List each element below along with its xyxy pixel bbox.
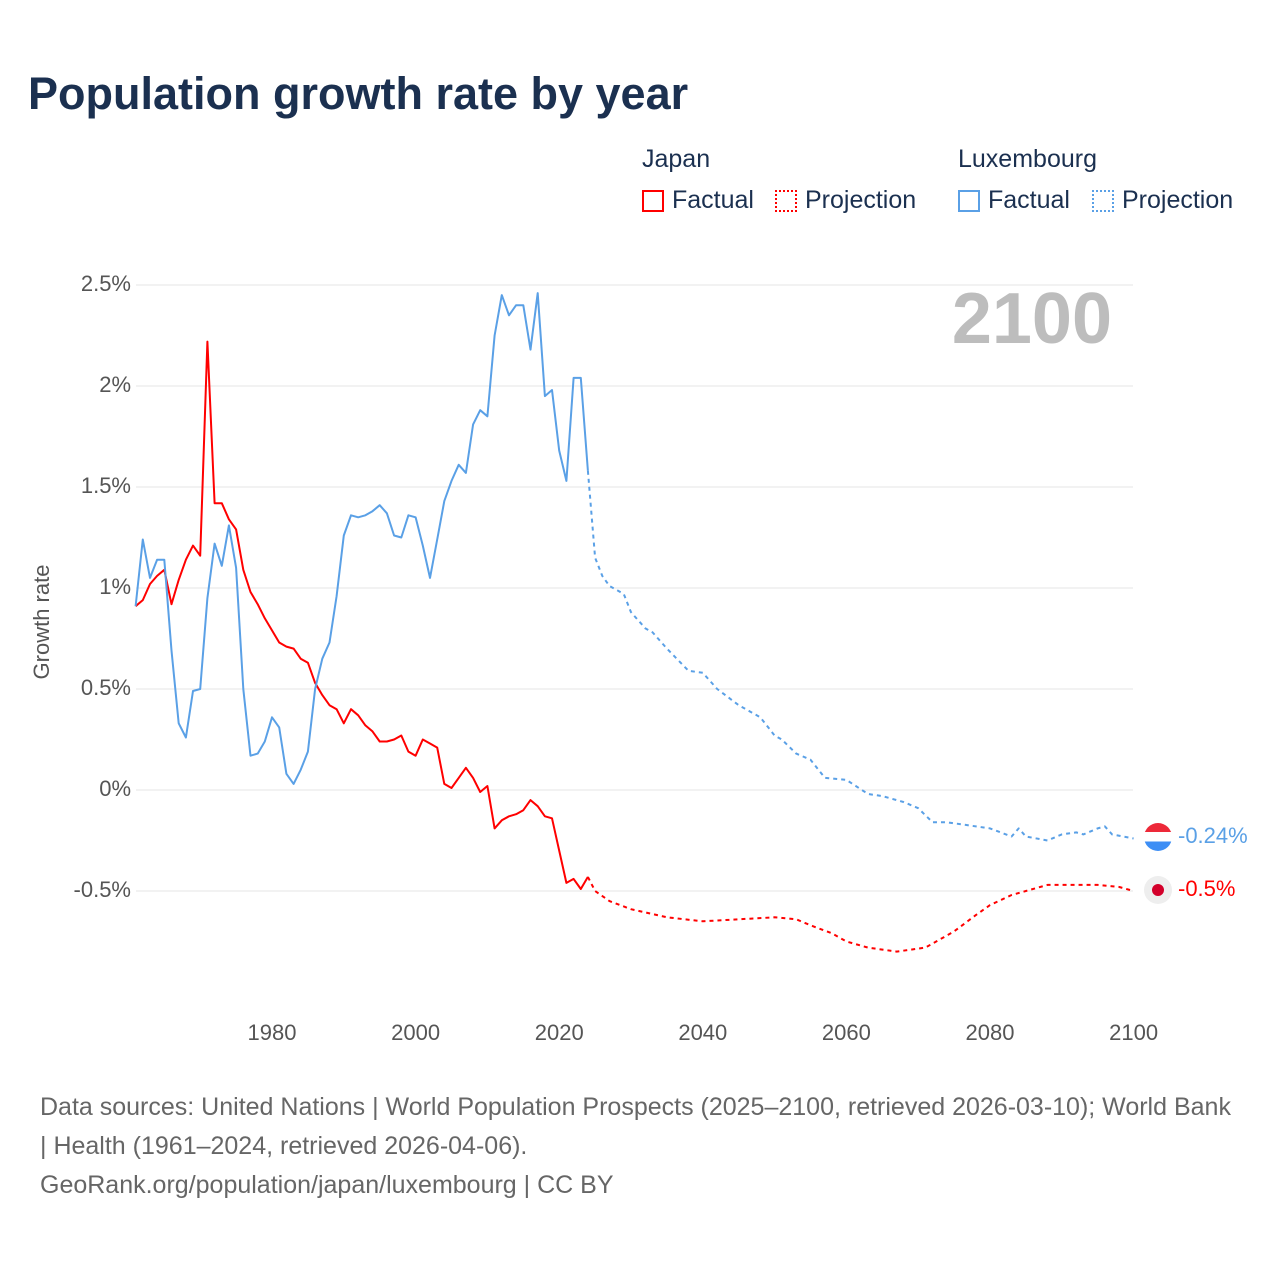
x-tick-label: 2100 — [1109, 1020, 1159, 1045]
x-tick-label: 2060 — [821, 1020, 871, 1045]
y-tick-label: 0.5% — [80, 675, 131, 700]
data-sources: Data sources: United Nations | World Pop… — [40, 1093, 1231, 1160]
y-tick-label: 0% — [99, 776, 131, 801]
legend-swatch-solid — [642, 189, 664, 212]
y-tick-label: 2.5% — [80, 271, 131, 296]
y-tick-label: 1.5% — [80, 473, 131, 498]
legend-luxembourg-factual[interactable]: Factual — [958, 186, 1070, 215]
x-tick-label: 2040 — [678, 1020, 728, 1045]
x-tick-label: 2080 — [965, 1020, 1015, 1045]
luxembourg-end-value: -0.24% — [1178, 823, 1248, 848]
legend-group-japan: Japan — [642, 145, 711, 173]
legend-swatch-dotted — [775, 189, 797, 212]
japan-flag-icon — [1144, 876, 1172, 904]
legend-label: Projection — [1122, 186, 1234, 214]
series-line-japan-factual — [134, 340, 589, 890]
y-tick-label: 1% — [99, 574, 131, 599]
footer: Data sources: United Nations | World Pop… — [40, 1088, 1240, 1205]
legend-luxembourg-projection[interactable]: Projection — [1092, 186, 1233, 215]
credit-link[interactable]: GeoRank.org/population/japan/luxembourg … — [40, 1171, 614, 1199]
y-tick-label: -0.5% — [73, 877, 131, 902]
x-tick-label: 2000 — [391, 1020, 441, 1045]
chart-title: Population growth rate by year — [28, 68, 689, 119]
legend-japan-projection[interactable]: Projection — [775, 186, 916, 215]
x-tick-label: 2020 — [534, 1020, 584, 1045]
legend-label: Factual — [672, 186, 754, 214]
luxembourg-flag-icon — [1144, 823, 1172, 851]
series-line-luxembourg-projection — [586, 470, 1134, 842]
y-tick-label: 2% — [99, 372, 131, 397]
legend-group-luxembourg: Luxembourg — [958, 145, 1097, 173]
legend-label: Projection — [805, 186, 917, 214]
x-tick-label: 1980 — [247, 1020, 297, 1045]
series-line-luxembourg-factual — [134, 292, 589, 785]
legend-label: Factual — [988, 186, 1070, 214]
japan-end-value: -0.5% — [1178, 876, 1236, 901]
current-year-label: 2100 — [951, 279, 1112, 359]
legend-swatch-solid — [958, 189, 980, 212]
series-line-japan-projection — [587, 876, 1134, 953]
legend-japan-factual[interactable]: Factual — [642, 186, 754, 215]
legend-swatch-dotted — [1092, 189, 1114, 212]
